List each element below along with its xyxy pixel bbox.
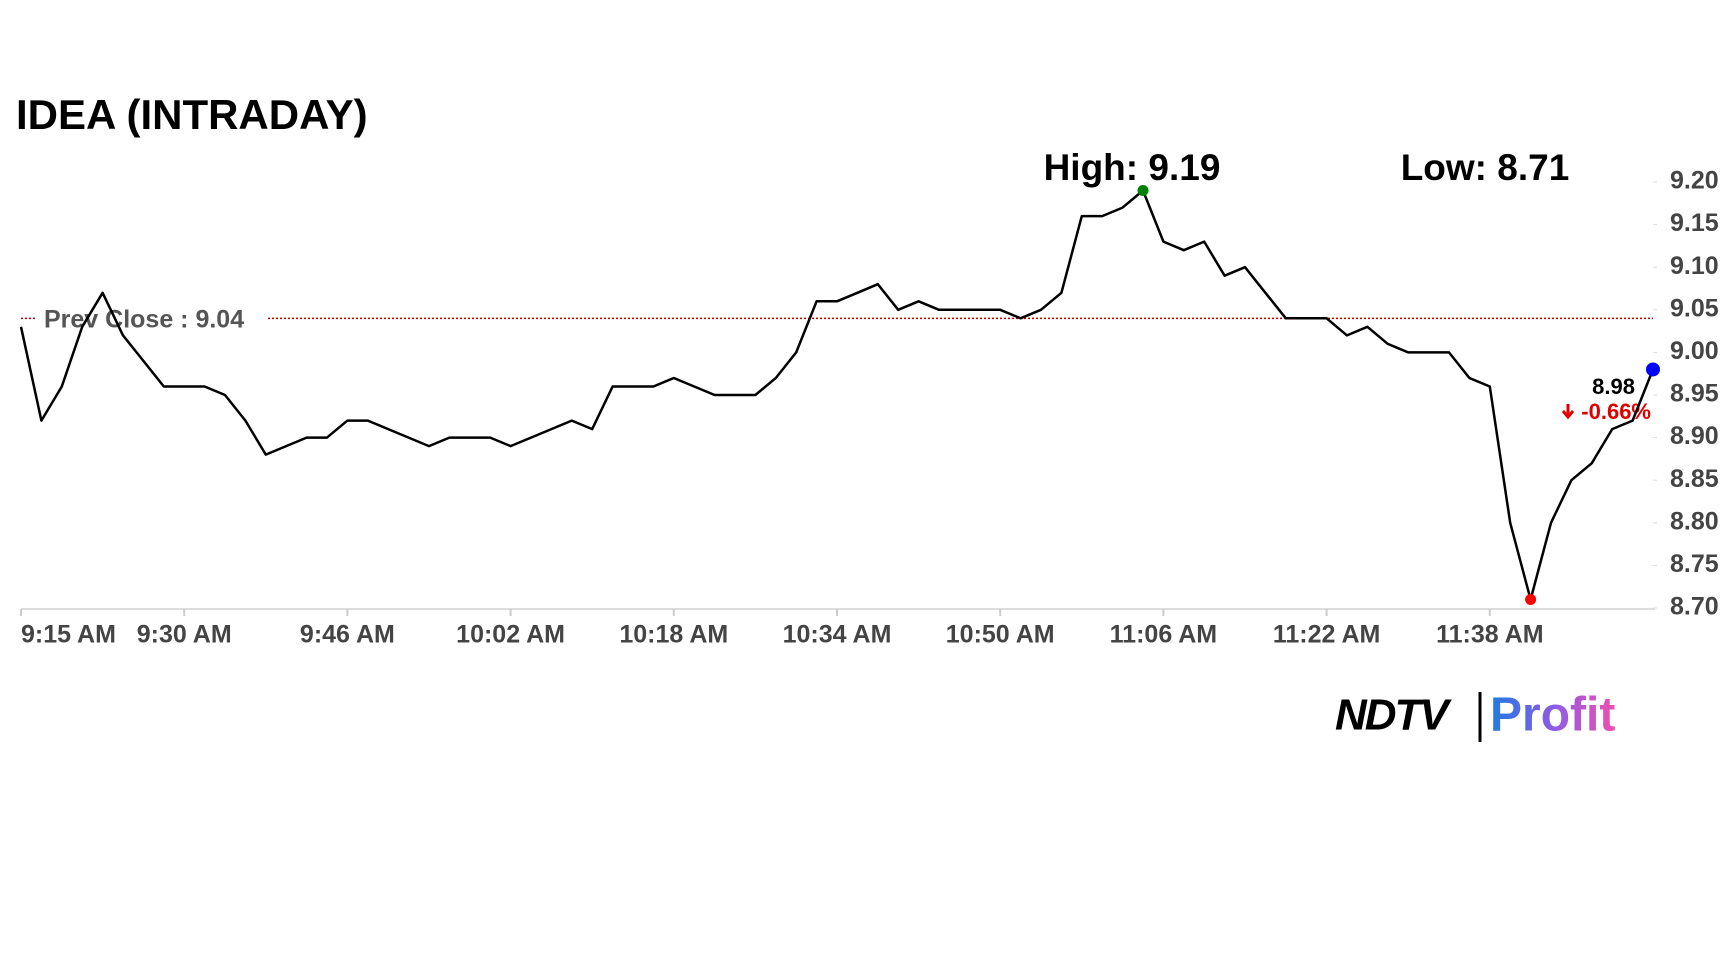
y-tick-label: 8.85 [1670,465,1719,493]
x-tick-label: 10:02 AM [456,621,565,649]
chart-title: IDEA (INTRADAY) [16,91,368,138]
x-tick-label: 9:46 AM [300,621,395,649]
y-tick-label: 9.20 [1670,167,1719,195]
brand-ndtv: NDTV [1335,691,1452,740]
y-tick-label: 8.70 [1670,593,1719,621]
brand-profit: Profit [1490,689,1615,742]
y-tick-label: 8.95 [1670,380,1719,408]
x-tick-label: 11:38 AM [1436,621,1543,649]
last-label: 8.98 [1592,374,1635,399]
x-tick-label: 10:50 AM [946,621,1055,649]
y-tick-label: 9.05 [1670,294,1719,322]
low-label: Low: 8.71 [1401,147,1570,188]
y-tick-label: 9.00 [1670,337,1719,365]
y-tick-label: 8.80 [1670,507,1719,535]
y-tick-label: 8.75 [1670,550,1719,578]
last-marker [1646,362,1660,377]
price-line [19,189,1655,601]
x-tick-label: 10:34 AM [783,621,892,649]
y-tick-label: 8.90 [1670,422,1719,450]
x-tick-label: 10:18 AM [619,621,728,649]
y-tick-label: 9.15 [1670,209,1719,237]
y-tick-label: 9.10 [1670,252,1719,280]
x-tick-label: 11:22 AM [1273,621,1380,649]
down-arrow [1561,404,1575,420]
x-tick-label: 9:30 AM [137,621,232,649]
low-marker [1525,593,1537,605]
high-label: High: 9.19 [1044,147,1221,188]
high-marker [1137,185,1149,197]
prev-close-label: Prev Close : 9.04 [44,306,244,334]
x-tick-label: 11:06 AM [1110,621,1217,649]
x-tick-label: 9:15 AM [21,621,116,649]
